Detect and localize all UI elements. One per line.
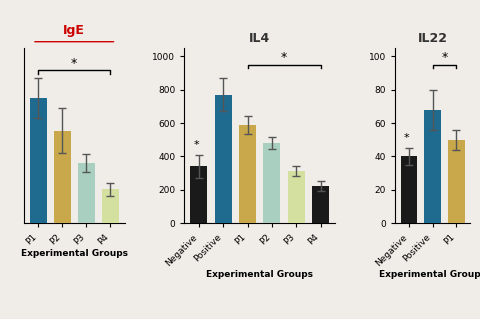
Bar xyxy=(78,163,95,223)
Bar xyxy=(215,95,232,223)
Bar xyxy=(288,171,305,223)
Title: IL22: IL22 xyxy=(418,32,448,45)
Bar xyxy=(54,130,71,223)
Text: *: * xyxy=(194,139,199,150)
Text: *: * xyxy=(404,133,409,143)
X-axis label: Experimental Groups: Experimental Groups xyxy=(206,271,313,279)
Bar xyxy=(424,110,441,223)
X-axis label: Experimental Groups: Experimental Groups xyxy=(21,249,128,258)
Bar xyxy=(102,189,119,223)
Title: IL4: IL4 xyxy=(249,32,270,45)
Text: IgE: IgE xyxy=(63,24,85,37)
Bar xyxy=(239,125,256,223)
Bar xyxy=(191,167,207,223)
Text: *: * xyxy=(71,56,77,70)
Bar xyxy=(401,156,418,223)
Bar xyxy=(264,143,280,223)
Text: *: * xyxy=(442,51,448,64)
Bar xyxy=(448,140,465,223)
Bar xyxy=(312,186,329,223)
X-axis label: Experimental Groups: Experimental Groups xyxy=(379,271,480,279)
Text: *: * xyxy=(281,51,287,64)
Bar xyxy=(30,98,47,223)
